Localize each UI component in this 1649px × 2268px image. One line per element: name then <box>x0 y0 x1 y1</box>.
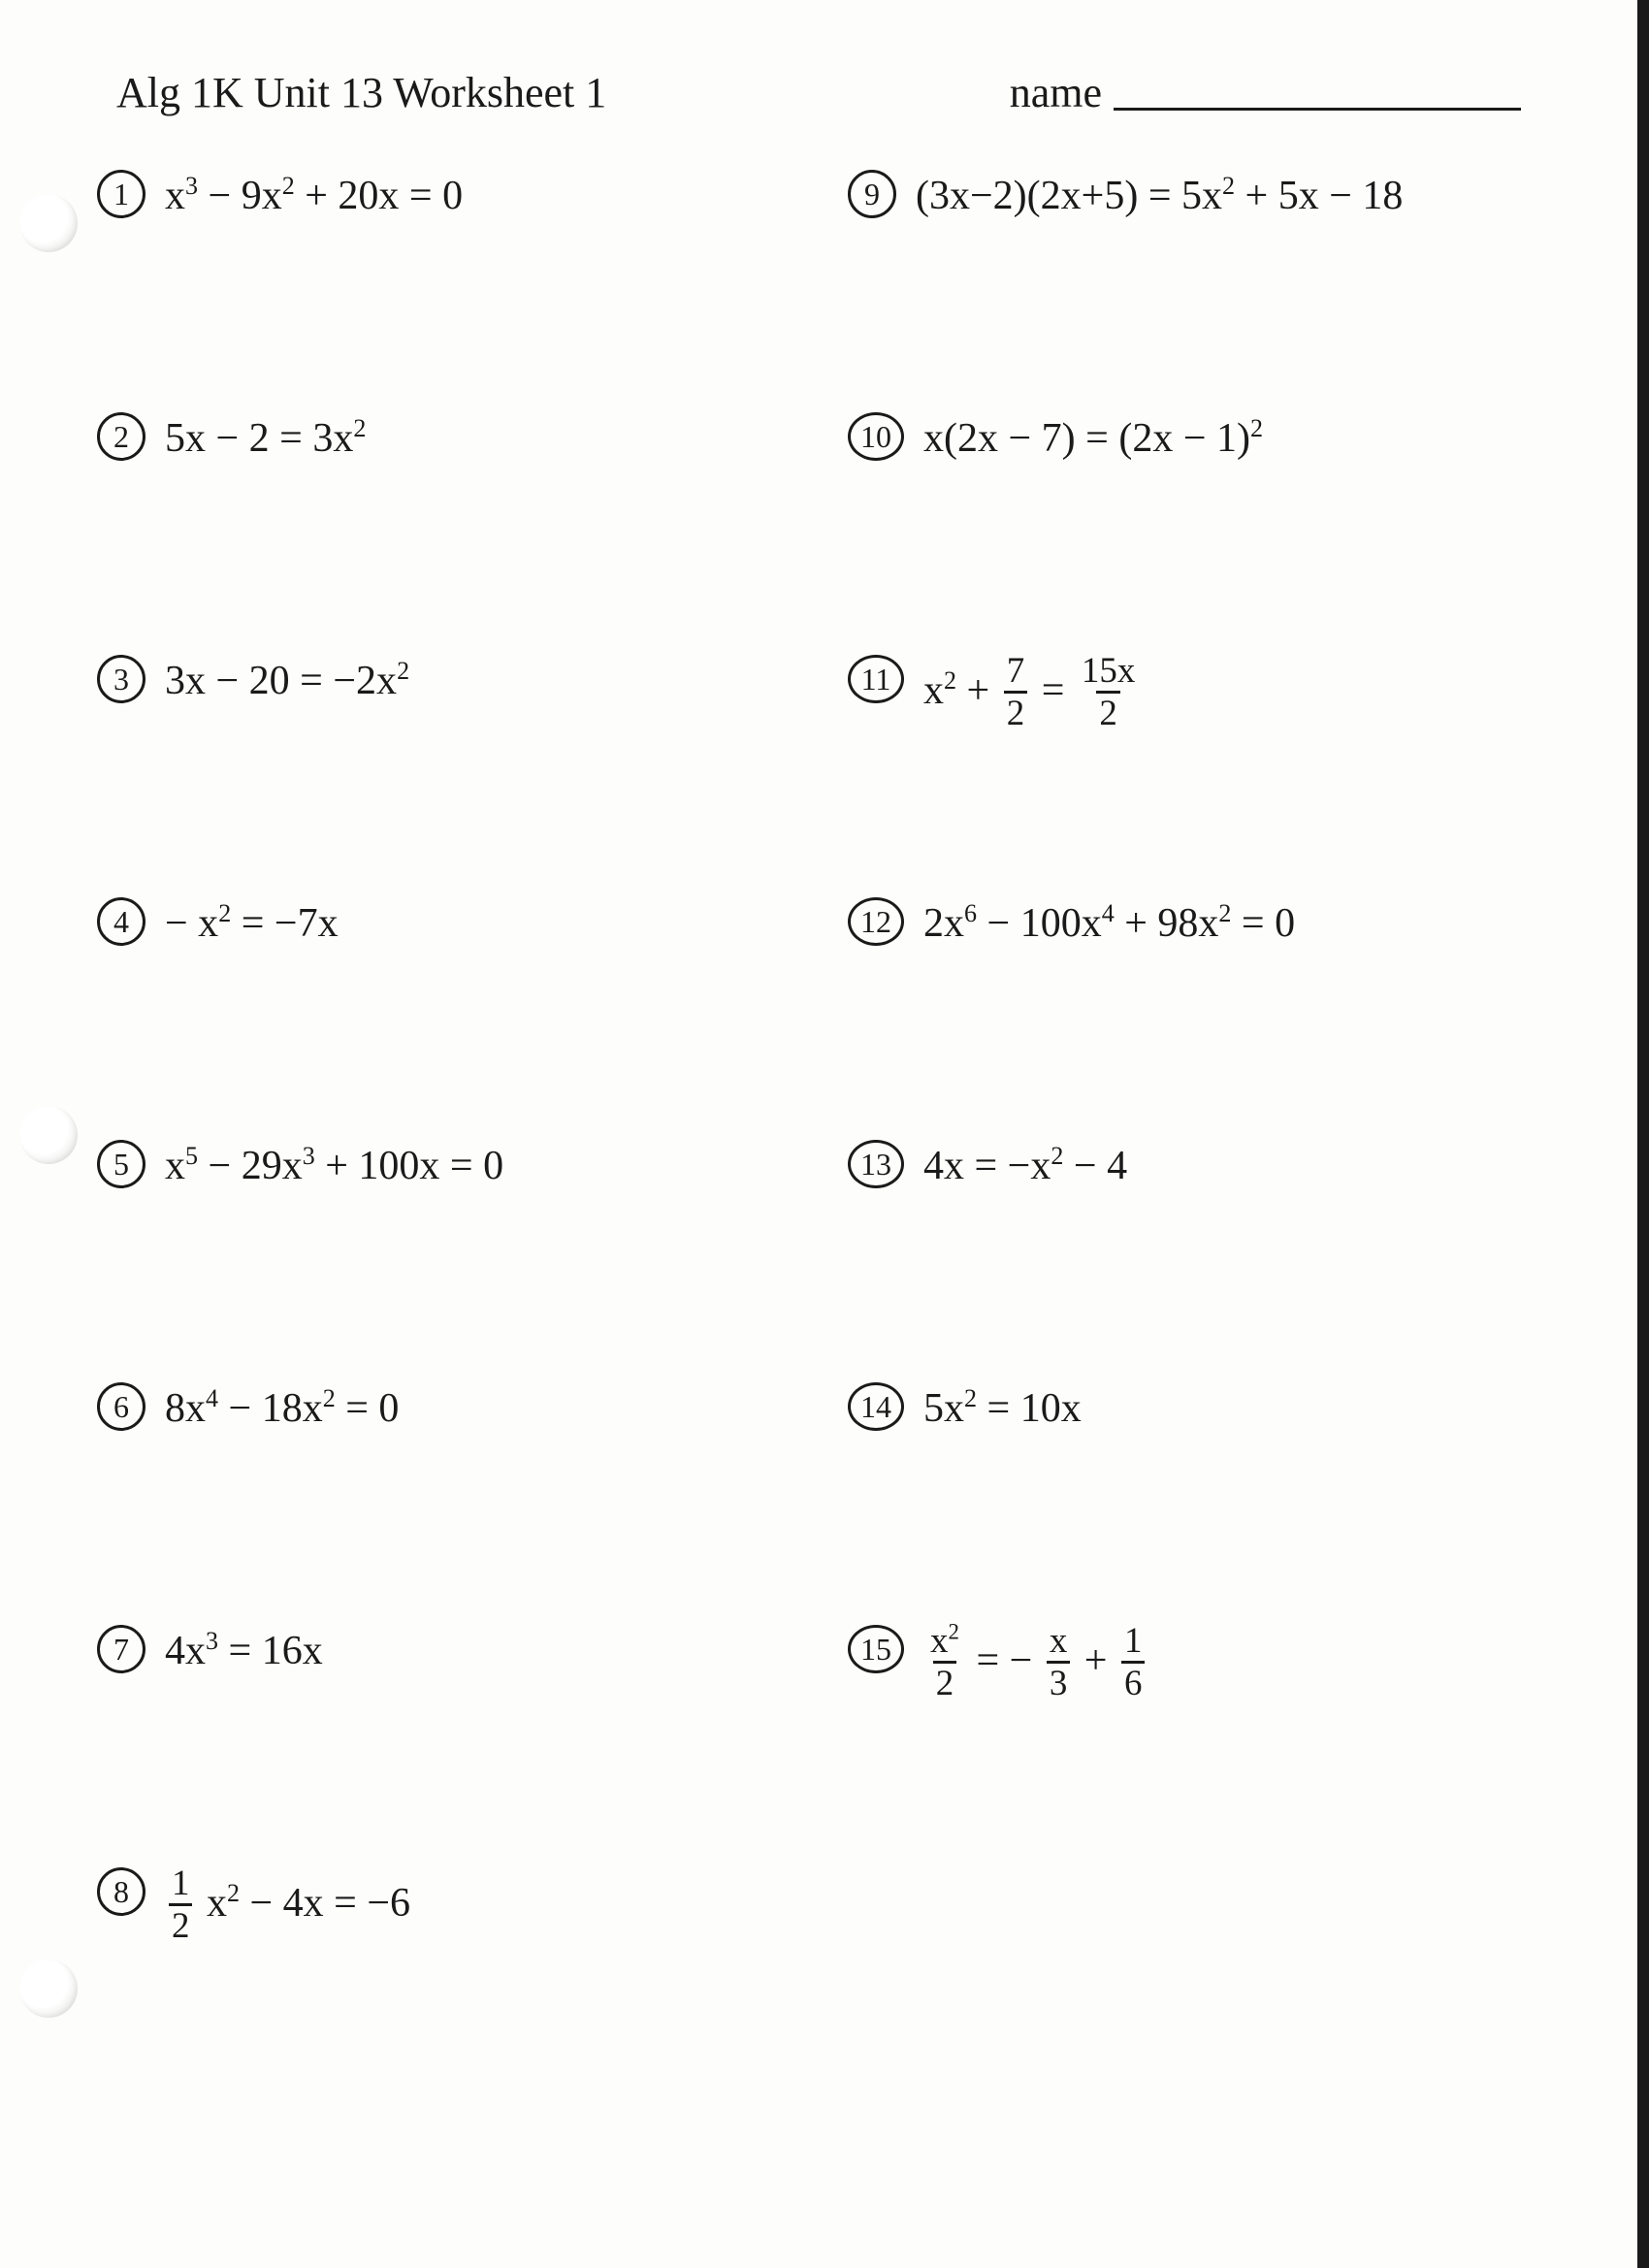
problem-row: 6 8x4 − 18x2 = 0 <box>97 1369 809 1611</box>
problem-number-circle: 2 <box>97 412 146 461</box>
problem-row: 14 5x2 = 10x <box>848 1369 1560 1611</box>
problem-number-circle: 15 <box>848 1625 904 1673</box>
problem-equation: − x2 = −7x <box>165 893 809 951</box>
name-field: name <box>1010 68 1521 117</box>
problem-row: 1 x3 − 9x2 + 20x = 0 <box>97 156 809 399</box>
problem-equation: x(2x − 7) = (2x − 1)2 <box>923 408 1560 466</box>
punch-hole <box>19 1960 78 2018</box>
problem-row: 7 4x3 = 16x <box>97 1611 809 1854</box>
problem-equation: 5x2 = 10x <box>923 1378 1560 1436</box>
problem-number-circle: 7 <box>97 1625 146 1673</box>
problem-number-circle: 5 <box>97 1140 146 1188</box>
problem-row: 13 4x = −x2 − 4 <box>848 1126 1560 1369</box>
problem-number-circle: 6 <box>97 1382 146 1431</box>
problem-number-circle: 14 <box>848 1382 904 1431</box>
problem-number-circle: 11 <box>848 655 904 703</box>
problem-equation: 12 x2 − 4x = −6 <box>165 1863 809 1946</box>
problem-equation: (3x−2)(2x+5) = 5x2 + 5x − 18 <box>916 166 1560 223</box>
problem-number-circle: 8 <box>97 1867 146 1916</box>
problem-equation: x5 − 29x3 + 100x = 0 <box>165 1136 809 1193</box>
problem-row: 2 5x − 2 = 3x2 <box>97 399 809 641</box>
problem-number-circle: 4 <box>97 897 146 946</box>
problem-row: 8 12 x2 − 4x = −6 <box>97 1854 809 2096</box>
problem-equation: x2 + 72 = 15x2 <box>923 651 1560 733</box>
problem-equation: 3x − 20 = −2x2 <box>165 651 809 708</box>
problem-row: 3 3x − 20 = −2x2 <box>97 641 809 884</box>
problem-row: 15 x22 = − x3 + 16 <box>848 1611 1560 1854</box>
worksheet-header: Alg 1K Unit 13 Worksheet 1 name <box>97 68 1560 117</box>
problem-equation: 5x − 2 = 3x2 <box>165 408 809 466</box>
problem-number-circle: 3 <box>97 655 146 703</box>
problem-row: 12 2x6 − 100x4 + 98x2 = 0 <box>848 884 1560 1126</box>
problem-row: 10 x(2x − 7) = (2x − 1)2 <box>848 399 1560 641</box>
problem-number-circle: 1 <box>97 170 146 218</box>
problem-row: 11 x2 + 72 = 15x2 <box>848 641 1560 884</box>
worksheet-title: Alg 1K Unit 13 Worksheet 1 <box>116 68 606 117</box>
problem-equation: 4x3 = 16x <box>165 1621 809 1678</box>
problem-number-circle: 12 <box>848 897 904 946</box>
punch-hole <box>19 194 78 252</box>
problem-number-circle: 10 <box>848 412 904 461</box>
problem-row: 4 − x2 = −7x <box>97 884 809 1126</box>
right-column: 9 (3x−2)(2x+5) = 5x2 + 5x − 18 10 x(2x − 7)… <box>848 156 1560 2096</box>
problem-row: 9 (3x−2)(2x+5) = 5x2 + 5x − 18 <box>848 156 1560 399</box>
problem-number-circle: 13 <box>848 1140 904 1188</box>
problem-equation: 4x = −x2 − 4 <box>923 1136 1560 1193</box>
left-column: 1 x3 − 9x2 + 20x = 0 2 5x − 2 = 3x2 3 3x − 20… <box>97 156 809 2096</box>
problem-row: 5 x5 − 29x3 + 100x = 0 <box>97 1126 809 1369</box>
problem-columns: 1 x3 − 9x2 + 20x = 0 2 5x − 2 = 3x2 3 3x − 20… <box>97 156 1560 2096</box>
punch-hole <box>19 1106 78 1164</box>
problem-equation: 8x4 − 18x2 = 0 <box>165 1378 809 1436</box>
problem-equation: x22 = − x3 + 16 <box>923 1621 1560 1703</box>
name-label: name <box>1010 68 1102 117</box>
problem-number-circle: 9 <box>848 170 896 218</box>
name-blank-line[interactable] <box>1114 108 1521 111</box>
problem-equation: 2x6 − 100x4 + 98x2 = 0 <box>923 893 1560 951</box>
problem-equation: x3 − 9x2 + 20x = 0 <box>165 166 809 223</box>
